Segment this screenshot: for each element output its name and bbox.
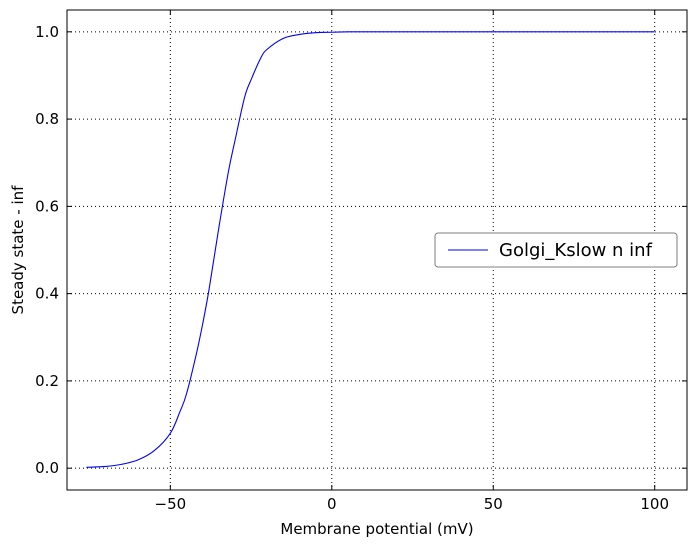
y-tick-label: 1.0 [35,23,59,41]
x-tick-label: 0 [327,495,337,513]
plot-frame [66,9,688,491]
legend: Golgi_Kslow n inf [434,232,678,268]
series-layer [86,31,655,468]
y-tick-label: 0.0 [35,459,59,477]
x-tick-label: 50 [484,495,503,513]
y-tick-label: 0.8 [35,110,59,128]
legend-entry-label: Golgi_Kslow n inf [499,240,653,261]
series-line [86,31,655,468]
x-axis-label: Membrane potential (mV) [280,520,473,538]
x-tick-label: 100 [640,495,669,513]
y-tick-label: 0.6 [35,197,59,215]
y-tick-label: 0.4 [35,285,59,303]
y-axis-label: Steady state - inf [9,185,27,315]
y-tick-label: 0.2 [35,372,59,390]
ticks: −50 0 50 100 0.0 0.2 0.4 0.6 0.8 1.0 [35,10,687,513]
x-tick-label: −50 [155,495,187,513]
legend-box [434,232,678,268]
